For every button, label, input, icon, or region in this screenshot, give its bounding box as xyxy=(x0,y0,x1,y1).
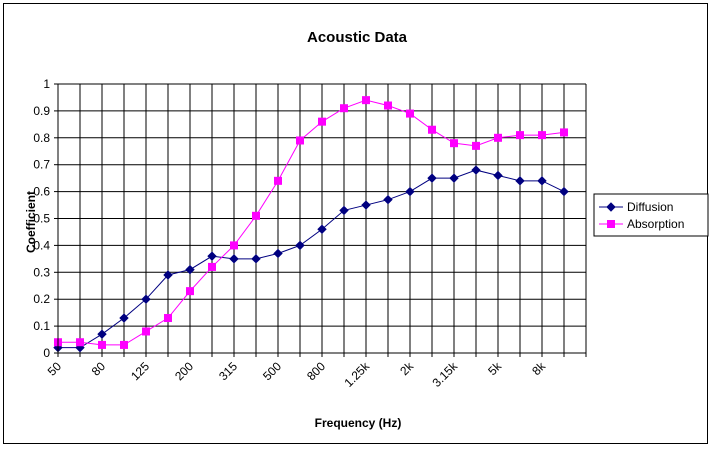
series-markers xyxy=(53,96,569,353)
diffusion-data-point xyxy=(295,240,305,251)
y-tick-label: 1 xyxy=(43,77,50,91)
absorption-data-point xyxy=(516,131,524,140)
plot-axes xyxy=(54,83,587,357)
series-lines xyxy=(58,99,565,349)
x-tick-label: 800 xyxy=(304,359,328,383)
y-tick-label: 0.8 xyxy=(33,131,50,145)
absorption-data-point xyxy=(252,211,260,220)
legend-absorption-marker xyxy=(607,220,615,228)
absorption-data-point xyxy=(538,131,546,140)
x-tick-label: 500 xyxy=(260,359,284,383)
diffusion-data-point xyxy=(163,270,173,280)
diffusion-data-point xyxy=(559,186,569,197)
absorption-data-point xyxy=(164,314,172,323)
diffusion-data-point xyxy=(405,186,415,197)
absorption-data-point xyxy=(406,109,414,118)
absorption-data-point xyxy=(76,338,84,347)
diffusion-data-point xyxy=(449,173,459,183)
y-axis-title: Coefficient xyxy=(24,191,38,253)
diffusion-data-point xyxy=(119,313,129,323)
diffusion-data-point xyxy=(383,194,393,205)
y-tick-label: 0 xyxy=(43,346,50,360)
x-tick-label: 2k xyxy=(397,359,417,379)
y-tick-label: 0.6 xyxy=(33,185,50,199)
x-tick-label: 3.15k xyxy=(429,359,460,390)
absorption-data-point xyxy=(560,128,568,137)
absorption-data-point xyxy=(120,340,128,349)
absorption-data-point xyxy=(98,340,106,349)
y-tick-label: 0.5 xyxy=(33,212,50,226)
acoustic-data-chart: Acoustic Data 00.10.20.30.40.50.60.70.80… xyxy=(24,29,709,430)
absorption-data-point xyxy=(472,141,480,150)
absorption-data-point xyxy=(362,96,370,105)
absorption-data-point xyxy=(142,327,150,336)
diffusion-data-point xyxy=(317,224,327,234)
x-tick-label: 315 xyxy=(216,359,240,383)
diffusion-data-point xyxy=(493,170,503,181)
y-tick-label: 0.2 xyxy=(33,292,50,306)
diffusion-data-point xyxy=(339,205,349,216)
diffusion-data-point xyxy=(185,264,195,275)
diffusion-data-point xyxy=(471,165,481,175)
absorption-data-point xyxy=(186,287,194,296)
diffusion-data-point xyxy=(97,329,107,339)
diffusion-data-point xyxy=(427,173,437,183)
diffusion-series-line xyxy=(58,169,565,349)
diffusion-data-point xyxy=(141,294,151,304)
absorption-data-point xyxy=(208,262,216,271)
absorption-series-line xyxy=(58,99,565,346)
absorption-data-point xyxy=(450,139,458,148)
absorption-data-point xyxy=(230,241,238,250)
diffusion-data-point xyxy=(273,248,283,259)
absorption-data-point xyxy=(274,176,282,185)
diffusion-data-point xyxy=(515,176,525,186)
absorption-data-point xyxy=(296,136,304,145)
absorption-data-point xyxy=(428,125,436,134)
diffusion-data-point xyxy=(229,254,239,264)
y-tick-label: 0.9 xyxy=(33,104,50,118)
y-tick-label: 0.4 xyxy=(33,238,50,252)
absorption-data-point xyxy=(340,104,348,113)
absorption-data-point xyxy=(384,101,392,110)
y-tick-label: 0.3 xyxy=(33,265,50,279)
absorption-data-point xyxy=(318,117,326,126)
diffusion-data-point xyxy=(537,176,547,186)
x-tick-labels: 50 80 125 200 315 500 800 1.25k 2k 3.15k 5k 8k xyxy=(45,359,549,390)
x-tick-label: 8k xyxy=(529,359,549,379)
x-tick-label: 80 xyxy=(89,359,109,379)
x-tick-label: 125 xyxy=(128,359,152,383)
legend-absorption-label: Absorption xyxy=(627,217,684,231)
diffusion-data-point xyxy=(207,251,217,261)
legend-diffusion-label: Diffusion xyxy=(627,200,673,214)
legend: Diffusion Absorption xyxy=(593,193,709,237)
x-tick-label: 1.25k xyxy=(341,359,372,390)
diffusion-data-point xyxy=(251,254,261,264)
x-axis-title: Frequency (Hz) xyxy=(315,416,402,430)
x-tick-label: 5k xyxy=(485,359,505,379)
chart-frame: Acoustic Data 0 0.1 0.2 0.3 0.4 0.5 0.6 0.7 0.8 0… xyxy=(3,3,709,444)
y-tick-label: 0.7 xyxy=(33,158,50,172)
chart-title: Acoustic Data xyxy=(307,29,408,46)
absorption-data-point xyxy=(494,133,502,142)
legend-box xyxy=(593,193,709,237)
y-tick-label: 0.1 xyxy=(33,319,50,333)
y-tick-labels: 0 0.1 0.2 0.3 0.4 0.5 0.6 0.7 0.8 0.9 1 xyxy=(33,77,50,360)
legend-diffusion-marker xyxy=(606,202,616,212)
x-tick-label: 50 xyxy=(45,359,65,379)
x-tick-label: 200 xyxy=(172,359,196,383)
diffusion-data-point xyxy=(361,200,371,210)
